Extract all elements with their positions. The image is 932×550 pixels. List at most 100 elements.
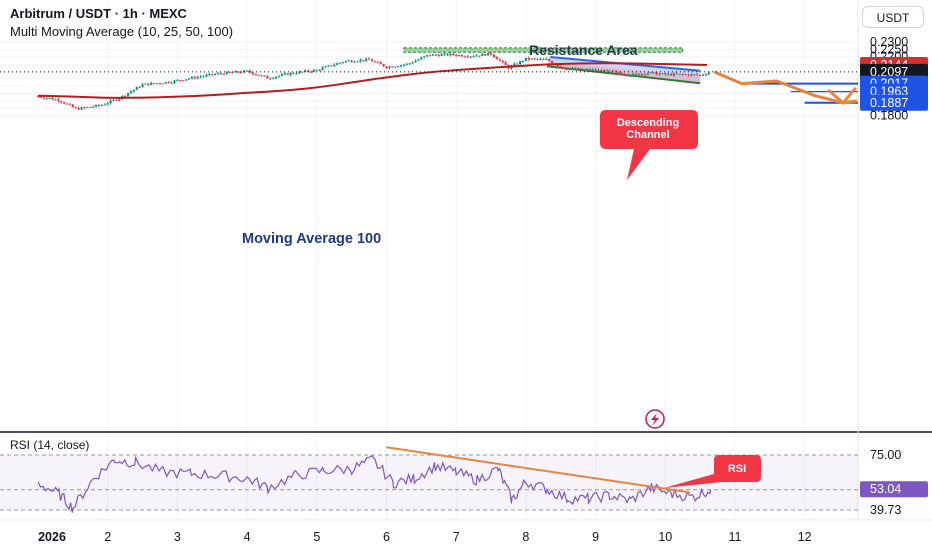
candle-body — [341, 62, 345, 64]
candle-body — [469, 56, 472, 58]
price-tick-label: 0.2300 — [870, 35, 908, 49]
candle-body — [36, 96, 40, 98]
candle-body — [699, 74, 702, 76]
candle-body — [353, 61, 356, 63]
candle-body — [135, 87, 138, 90]
candle-body — [182, 80, 185, 82]
candle-body — [623, 74, 626, 76]
candle-body — [472, 56, 475, 58]
candle-body — [283, 73, 286, 75]
candle-body — [214, 74, 217, 76]
candle-body — [408, 63, 411, 65]
candle-body — [269, 78, 272, 80]
candle-body — [536, 58, 539, 60]
candle-body — [80, 107, 83, 110]
candle-body — [582, 69, 586, 71]
candle-body — [405, 63, 408, 65]
candle-body — [248, 70, 252, 73]
candle-body — [704, 74, 708, 76]
candle-body — [39, 96, 43, 98]
candle-body — [338, 62, 342, 64]
candle-body — [664, 73, 667, 75]
candle-body — [638, 73, 641, 75]
price-tag-label: 0.1887 — [870, 96, 908, 110]
indicator-title[interactable]: Multi Moving Average (10, 25, 50, 100) — [10, 24, 234, 39]
rsi-tick-label: 75.00 — [870, 448, 901, 462]
candle-body — [440, 54, 443, 57]
candle-body — [112, 99, 115, 101]
rsi-trendline — [386, 446, 690, 494]
candle-body — [667, 73, 670, 75]
candlestick-series — [36, 51, 710, 111]
time-tick-label: 6 — [383, 530, 390, 544]
candle-body — [504, 62, 507, 66]
candle-body — [51, 98, 54, 100]
candle-body — [185, 79, 188, 81]
time-axis[interactable]: 2026 2 3 4 5 6 7 8 9 10 11 12 — [38, 530, 812, 544]
candle-body — [179, 79, 182, 81]
candle-body — [327, 65, 330, 67]
candle-body — [426, 55, 429, 57]
currency-button[interactable]: USDT — [862, 6, 924, 28]
candle-body — [428, 55, 432, 57]
rsi-title[interactable]: RSI (14, close) — [10, 438, 90, 452]
candle-body — [118, 98, 121, 101]
candle-body — [414, 60, 417, 63]
candle-body — [585, 69, 588, 71]
symbol-title[interactable]: Arbitrum / USDT · 1h · MEXC — [10, 6, 187, 21]
candle-body — [347, 60, 350, 62]
time-tick-label: 2 — [104, 530, 111, 544]
channel-callout-line2: Channel — [626, 129, 669, 141]
candle-body — [594, 69, 597, 71]
candle-body — [684, 74, 687, 76]
candle-body — [478, 55, 481, 57]
candle-body — [524, 57, 527, 61]
candle-body — [86, 106, 89, 108]
candle-body — [228, 71, 231, 73]
candle-body — [155, 83, 159, 85]
candle-body — [295, 73, 298, 75]
ma100-line — [37, 62, 708, 99]
candle-body — [562, 67, 565, 69]
candle-body — [696, 74, 699, 76]
lightning-icon[interactable] — [645, 409, 665, 429]
candle-body — [173, 80, 176, 83]
candle-body — [124, 95, 127, 97]
candle-body — [446, 53, 449, 56]
candle-body — [94, 104, 98, 107]
candle-body — [574, 68, 577, 70]
candle-body — [527, 57, 530, 60]
candle-body — [318, 69, 321, 71]
candle-body — [489, 52, 493, 55]
rsi-callout-shape — [664, 455, 761, 488]
candle-body — [45, 98, 48, 100]
candle-body — [635, 73, 638, 75]
candle-body — [670, 73, 673, 76]
candle-body — [292, 72, 295, 74]
candle-body — [568, 68, 571, 70]
candle-body — [109, 100, 112, 104]
rsi-value-tag — [860, 481, 928, 498]
rsi-value-label: 53.04 — [870, 482, 901, 496]
candle-body — [324, 66, 327, 68]
lightning-icon-bolt[interactable] — [651, 413, 659, 426]
candle-body — [385, 66, 388, 69]
candle-body — [678, 73, 681, 75]
candle-body — [521, 60, 525, 62]
candle-body — [312, 69, 315, 72]
candle-body — [234, 71, 237, 73]
candle-body — [150, 82, 153, 86]
candle-body — [170, 82, 173, 84]
candle-body — [205, 74, 208, 77]
candle-body — [365, 58, 368, 61]
time-tick-label: 10 — [658, 530, 672, 544]
candle-body — [463, 56, 467, 58]
candle-body — [675, 73, 679, 75]
candle-body — [309, 71, 313, 73]
candle-body — [286, 73, 289, 75]
candle-body — [571, 68, 574, 70]
candle-body — [350, 60, 353, 62]
candle-body — [202, 76, 205, 78]
candle-body — [196, 76, 199, 79]
